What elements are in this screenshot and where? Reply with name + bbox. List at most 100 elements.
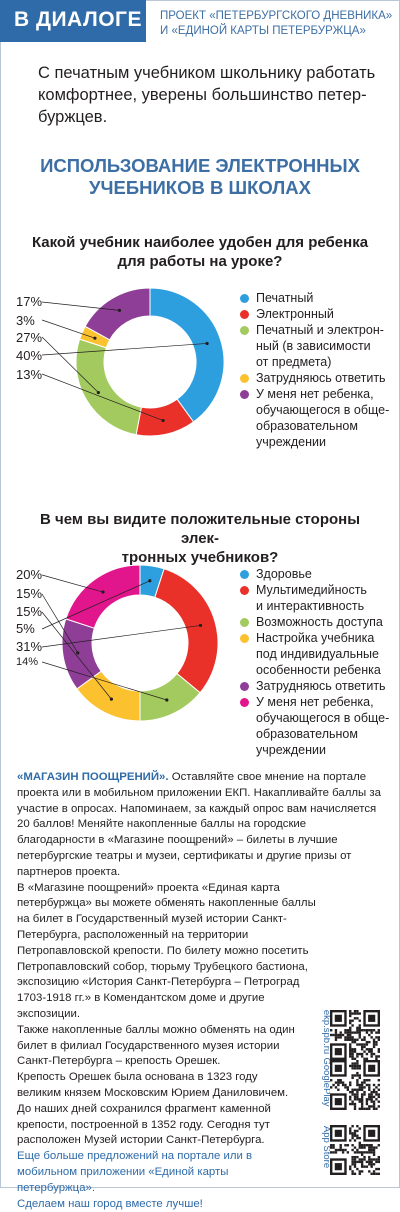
chart1-pct-label: 17% [16, 294, 43, 309]
chart1-pct-label: 13% [16, 367, 43, 382]
chart2-legend-item: Возможность доступа [240, 614, 390, 630]
chart1-legend: Печатный Электронный Печатный и электрон-н… [240, 290, 390, 450]
chart2-leader-line [41, 661, 167, 701]
chart1-legend-item: Затрудняюсь ответить [240, 370, 390, 386]
chart1-legend-item: У меня нет ребенка, обучающегося в обще-о… [240, 386, 390, 450]
chart1-leader-line [41, 343, 208, 356]
lead-paragraph: С печатным учебником школьнику работать … [38, 62, 378, 128]
chart2-pct-label: 31% [16, 639, 43, 654]
legend-label-line: учреждении [256, 435, 327, 449]
chart2-leader-dot [109, 697, 113, 701]
chart1-leader-line [41, 301, 120, 311]
legend-label-line: Затрудняюсь ответить [256, 371, 386, 385]
chart2-leader-line [41, 574, 104, 593]
title-line1: ИСПОЛЬЗОВАНИЕ ЭЛЕКТРОННЫХ [40, 155, 360, 176]
qr-code-googleplay[interactable] [330, 1060, 380, 1110]
project-caption: ПРОЕКТ «ПЕТЕРБУРГСКОГО ДНЕВНИКА» И «ЕДИН… [160, 9, 396, 39]
qr-code-appstore[interactable] [330, 1125, 380, 1175]
chart2-legend-item: Мультимедийность и интерактивность [240, 582, 390, 614]
legend-color-dot [240, 374, 249, 383]
chart2-pct-label: 15% [16, 604, 43, 619]
chart1-pct-label: 40% [16, 348, 43, 363]
chart2-leader-line [41, 580, 150, 630]
chart1-donut [41, 287, 225, 437]
chart2-pct-label: 14% [16, 656, 39, 668]
legend-label-line: Электронный [256, 307, 334, 321]
paragraph-oreshek: Также накопленные баллы можно обменять н… [17, 1023, 295, 1068]
lead-line3: буржцев. [38, 108, 108, 126]
chart2-donut [41, 564, 219, 722]
chart2-pct-label: 5% [16, 621, 35, 636]
legend-label-line: учреждении [256, 743, 327, 757]
chart2-legend-item: Настройка учебника под индивидуальные особ… [240, 630, 390, 678]
chart1-title-line1: Какой учебник наиболее удобен для ребенк… [31, 234, 369, 251]
chart2-leader-dot [165, 698, 169, 702]
qr-code-site[interactable] [330, 1010, 380, 1060]
project-caption-line2: И «ЕДИНОЙ КАРТЫ ПЕТЕРБУРЖЦА» [160, 25, 366, 37]
page-title: ИСПОЛЬЗОВАНИЕ ЭЛЕКТРОННЫХ УЧЕБНИКОВ В ШК… [20, 155, 380, 199]
chart1-leader-dot [161, 418, 165, 423]
legend-label-line: У меня нет ребенка, [256, 387, 374, 401]
section-title: В ДИАЛОГЕ [14, 8, 142, 31]
legend-label-line: обучающегося в обще- [256, 711, 390, 725]
lead-line2: комфортнее, уверены большинство петер- [38, 86, 367, 104]
legend-color-dot [240, 682, 249, 691]
chart2-leader-dot [198, 623, 203, 628]
chart1-leader-line [41, 336, 99, 393]
legend-label-line: Печатный и электрон- [256, 323, 384, 337]
title-line2: УЧЕБНИКОВ В ШКОЛАХ [89, 177, 311, 198]
chart1-leader-line [41, 319, 96, 339]
chart1-title-line2: для работы на уроке? [117, 253, 283, 270]
chart1-pct-label: 27% [16, 330, 43, 345]
shop-heading: «МАГАЗИН ПООЩРЕНИЙ». [17, 771, 169, 783]
chart1-slice [75, 338, 142, 436]
lead-line1: С печатным учебником школьнику работать [38, 64, 376, 82]
chart2-leader-line [41, 611, 112, 700]
legend-label-line: ный (в зависимости [256, 339, 371, 353]
paragraph-more: Еще больше предложений на портале или в … [17, 1150, 253, 1194]
legend-color-dot [240, 294, 249, 303]
chart1-leader-dot [205, 341, 209, 346]
legend-label-line: под индивидуальные [256, 647, 379, 661]
paragraph-history: Крепость Орешек была основана в 1323 год… [17, 1071, 289, 1147]
legend-label-line: Возможность доступа [256, 615, 383, 629]
legend-label-line: и интерактивность [256, 599, 365, 613]
chart1-legend-item: Печатный [240, 290, 390, 306]
legend-color-dot [240, 310, 249, 319]
chart2-leader-line [41, 625, 201, 648]
chart2-legend-item: У меня нет ребенка, обучающегося в обще-о… [240, 694, 390, 758]
chart1-pct-label: 3% [16, 313, 35, 328]
legend-label-line: Затрудняюсь ответить [256, 679, 386, 693]
chart1-leader-dot [96, 390, 100, 395]
chart1-leader-line [41, 373, 164, 421]
project-caption-line1: ПРОЕКТ «ПЕТЕРБУРГСКОГО ДНЕВНИКА» [160, 10, 393, 22]
chart2-title-line2: тронных учебников? [121, 549, 279, 566]
paragraph-museum: В «Магазине поощрений» проекта «Единая к… [17, 881, 316, 1020]
legend-label-line: обучающегося в обще- [256, 403, 390, 417]
chart1-leader-dot [93, 336, 97, 340]
legend-color-dot [240, 586, 249, 595]
chart1-legend-item: Электронный [240, 306, 390, 322]
info-text: «МАГАЗИН ПООЩРЕНИЙ». Оставляйте свое мне… [17, 770, 387, 1212]
paragraph-slogan: Сделаем наш город вместе лучше! [17, 1197, 203, 1210]
legend-label-line: образовательном [256, 727, 358, 741]
chart1-slice [149, 287, 225, 423]
chart2-legend-item: Затрудняюсь ответить [240, 678, 390, 694]
chart1-slice [84, 287, 151, 341]
chart2-slice [65, 564, 141, 629]
chart2-title: В чем вы видите положительные стороны эл… [20, 510, 380, 567]
chart1-leader-dot [117, 308, 122, 312]
chart2-legend-item: Здоровье [240, 566, 390, 582]
chart2-pct-label: 20% [16, 567, 43, 582]
legend-color-dot [240, 570, 249, 579]
legend-label-line: образовательном [256, 419, 358, 433]
paragraph-shop: «МАГАЗИН ПООЩРЕНИЙ». Оставляйте свое мне… [17, 770, 387, 881]
legend-color-dot [240, 634, 249, 643]
legend-color-dot [240, 390, 249, 399]
chart1-legend-item: Печатный и электрон-ный (в зависимости от… [240, 322, 390, 370]
legend-color-dot [240, 698, 249, 707]
legend-label-line: Печатный [256, 291, 314, 305]
legend-label-line: особенности ребенка [256, 663, 381, 677]
chart2-title-line1: В чем вы видите положительные стороны эл… [39, 511, 361, 547]
legend-label-line: У меня нет ребенка, [256, 695, 374, 709]
